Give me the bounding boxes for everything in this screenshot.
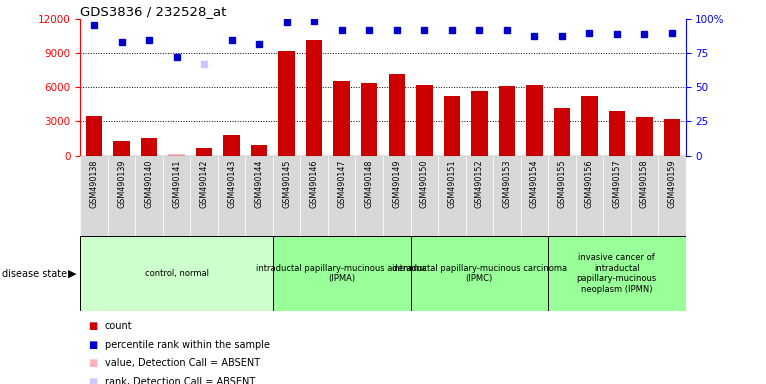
Text: GSM490154: GSM490154 — [530, 160, 538, 208]
Bar — [630, 156, 658, 236]
Text: control, normal: control, normal — [145, 269, 208, 278]
Text: GSM490152: GSM490152 — [475, 160, 484, 208]
Bar — [273, 156, 300, 236]
Bar — [279, 51, 295, 156]
Text: GSM490139: GSM490139 — [117, 160, 126, 208]
Bar — [383, 156, 411, 236]
Text: ▶: ▶ — [68, 268, 77, 279]
Bar — [273, 236, 411, 311]
Bar — [218, 156, 245, 236]
Bar — [80, 156, 108, 236]
Bar — [136, 156, 163, 236]
Bar — [113, 141, 130, 156]
Text: GSM490141: GSM490141 — [172, 160, 182, 208]
Bar — [86, 116, 103, 156]
Bar — [608, 111, 625, 156]
Text: GSM490158: GSM490158 — [640, 160, 649, 208]
Text: GSM490143: GSM490143 — [228, 160, 236, 208]
Text: GSM490138: GSM490138 — [90, 160, 99, 208]
Text: intraductal papillary-mucinous carcinoma
(IPMC): intraductal papillary-mucinous carcinoma… — [391, 264, 567, 283]
Text: GSM490146: GSM490146 — [309, 160, 319, 208]
Text: GSM490140: GSM490140 — [145, 160, 154, 208]
Bar — [466, 156, 493, 236]
Text: percentile rank within the sample: percentile rank within the sample — [105, 340, 270, 350]
Bar — [169, 154, 185, 156]
Text: GSM490150: GSM490150 — [420, 160, 429, 208]
Text: GSM490145: GSM490145 — [282, 160, 291, 208]
Bar — [438, 156, 466, 236]
Bar — [191, 156, 218, 236]
Bar — [416, 85, 433, 156]
Bar — [108, 156, 136, 236]
Bar — [526, 85, 542, 156]
Text: GSM490148: GSM490148 — [365, 160, 374, 208]
Bar — [554, 108, 570, 156]
Bar — [548, 236, 686, 311]
Bar — [658, 156, 686, 236]
Bar — [361, 83, 378, 156]
Text: intraductal papillary-mucinous adenoma
(IPMA): intraductal papillary-mucinous adenoma (… — [257, 264, 427, 283]
Text: disease state: disease state — [2, 268, 67, 279]
Text: GSM490159: GSM490159 — [667, 160, 676, 208]
Bar — [245, 156, 273, 236]
Bar — [333, 81, 350, 156]
Text: ■: ■ — [88, 358, 97, 368]
Bar — [251, 145, 267, 156]
Bar — [411, 156, 438, 236]
Text: GSM490155: GSM490155 — [558, 160, 566, 208]
Text: GSM490144: GSM490144 — [255, 160, 264, 208]
Text: GSM490149: GSM490149 — [392, 160, 401, 208]
Bar — [328, 156, 355, 236]
Text: rank, Detection Call = ABSENT: rank, Detection Call = ABSENT — [105, 377, 255, 384]
Bar — [388, 74, 405, 156]
Bar — [224, 135, 240, 156]
Bar — [493, 156, 521, 236]
Text: ■: ■ — [88, 340, 97, 350]
Bar — [575, 156, 603, 236]
Text: invasive cancer of
intraductal
papillary-mucinous
neoplasm (IPMN): invasive cancer of intraductal papillary… — [577, 253, 657, 294]
Bar — [603, 156, 630, 236]
Bar — [444, 96, 460, 156]
Bar — [663, 119, 680, 156]
Bar — [196, 147, 212, 156]
Text: GDS3836 / 232528_at: GDS3836 / 232528_at — [80, 5, 227, 18]
Text: GSM490147: GSM490147 — [337, 160, 346, 208]
Text: GSM490156: GSM490156 — [584, 160, 594, 208]
Bar — [141, 139, 158, 156]
Bar — [581, 96, 597, 156]
Text: count: count — [105, 321, 133, 331]
Bar — [636, 117, 653, 156]
Text: GSM490151: GSM490151 — [447, 160, 457, 208]
Text: ■: ■ — [88, 377, 97, 384]
Bar — [471, 91, 487, 156]
Text: GSM490157: GSM490157 — [612, 160, 621, 208]
Bar — [306, 40, 322, 156]
Text: GSM490142: GSM490142 — [200, 160, 208, 208]
Bar — [163, 156, 191, 236]
Bar — [355, 156, 383, 236]
Bar — [411, 236, 548, 311]
Text: value, Detection Call = ABSENT: value, Detection Call = ABSENT — [105, 358, 260, 368]
Text: GSM490153: GSM490153 — [502, 160, 511, 208]
Bar — [548, 156, 575, 236]
Bar — [80, 236, 273, 311]
Bar — [300, 156, 328, 236]
Bar — [499, 86, 515, 156]
Bar — [521, 156, 548, 236]
Text: ■: ■ — [88, 321, 97, 331]
